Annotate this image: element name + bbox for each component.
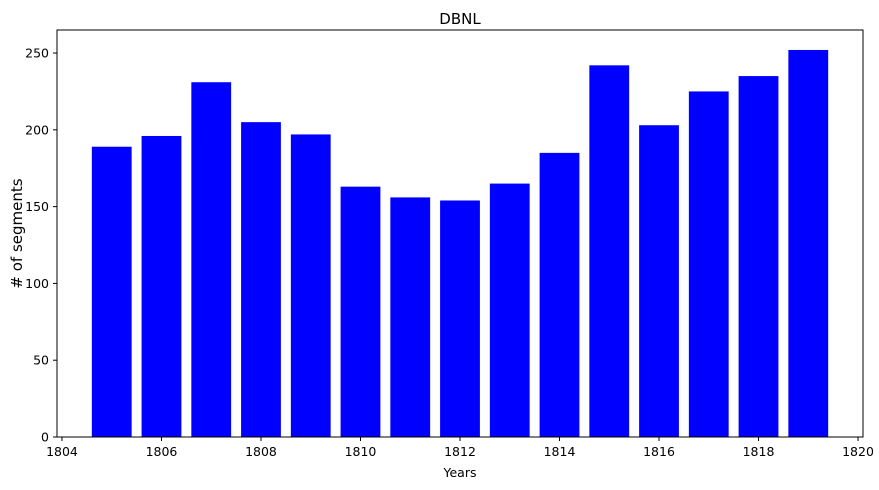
bar-1815 [589,65,630,438]
y-tick-label: 100 [25,276,49,291]
y-tick-label: 0 [41,430,49,445]
bar-1814 [539,152,580,437]
x-axis-label: Years [443,465,477,480]
bar-1816 [639,125,679,437]
bars-group [91,49,829,438]
x-tick-label: 1816 [643,444,675,459]
bar-1817 [688,91,729,437]
x-tick-label: 1806 [146,444,178,459]
bar-1809 [290,134,331,437]
y-tick-label: 150 [25,199,49,214]
x-tick-label: 1820 [842,444,874,459]
bar-1819 [788,49,829,438]
x-tick-label: 1818 [743,444,775,459]
plot-frame [56,29,864,438]
bar-1812 [440,200,480,437]
x-tick-label: 1808 [245,444,277,459]
x-tick-label: 1810 [345,444,377,459]
x-tick-label: 1804 [46,444,78,459]
bar-1806 [141,135,182,438]
bar-1805 [91,146,132,437]
chart-title: DBNL [439,10,481,28]
bar-1808 [241,122,281,437]
y-tick-label: 50 [33,353,49,368]
bar-1810 [340,186,381,437]
y-tick-label: 200 [25,122,49,137]
x-tick-label: 1814 [544,444,576,459]
y-tick-label: 250 [25,46,49,61]
y-axis-label: # of segments [8,178,26,288]
bar-1807 [191,82,232,437]
bar-1818 [738,76,779,437]
y-axis-ticks: 0 50 100 150 200 250 [25,46,57,445]
x-tick-label: 1812 [444,444,476,459]
x-axis-ticks: 1804 1806 1808 1810 1812 1814 1816 1818 1820 [46,437,874,459]
bar-1811 [390,197,431,437]
bar-1813 [489,183,530,437]
